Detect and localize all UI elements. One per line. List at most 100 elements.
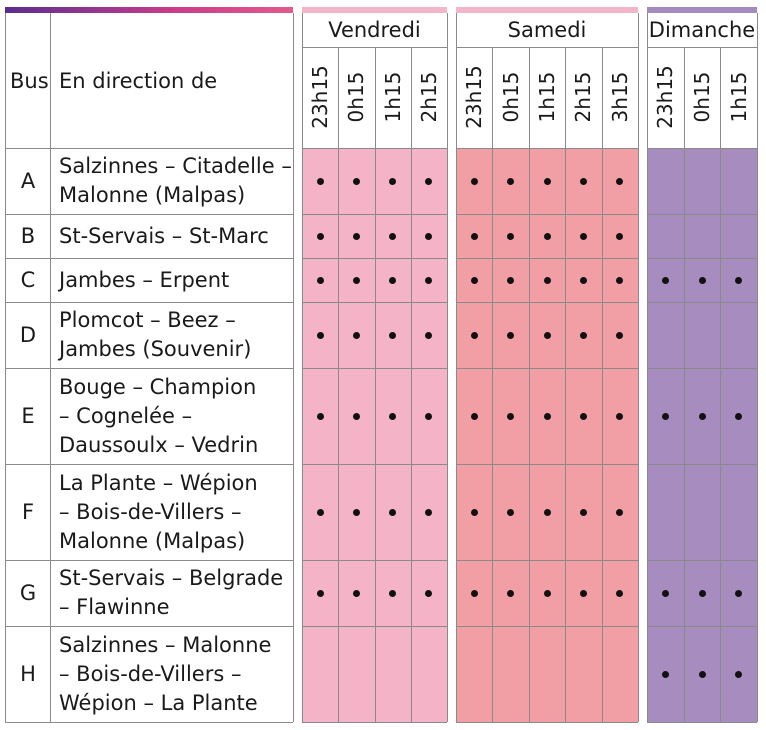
samedi-bar [456,7,638,13]
grid-line-h [456,626,638,627]
bus-letter: F [21,500,35,524]
time-header: 23h15 [462,65,487,129]
bus-column-header: Bus [10,69,49,93]
service-dot [543,508,551,516]
bus-letter: B [20,224,36,248]
service-dot [661,589,669,597]
direction-text: St-Servais – Belgrade [59,566,284,590]
time-header: 0h15 [690,71,714,123]
service-dot [316,589,324,597]
service-dot [316,177,324,185]
service-dot [507,232,515,240]
service-dot [352,177,360,185]
direction-text: Salzinnes – Malonne [59,632,272,657]
direction-text: Jambes – Erpent [59,267,230,292]
grid-line-h [5,464,293,465]
service-dot [389,412,397,420]
service-dot [470,177,478,185]
service-dot [735,412,743,420]
grid-line-v [5,13,6,722]
grid-line-h [456,560,638,561]
service-dot [735,670,743,678]
service-dot [316,331,324,339]
service-dot [425,276,433,284]
service-dot [543,177,551,185]
service-dot [470,276,478,284]
service-dot [389,276,397,284]
grid-line-h [5,148,293,149]
service-dot [425,331,433,339]
grid-line-h [647,560,757,561]
grid-line-h [647,368,757,369]
service-dot [698,412,706,420]
grid-line-h [5,368,293,369]
grid-line-h [456,722,638,723]
grid-line-v [374,47,376,722]
service-dot [470,589,478,597]
service-dot [470,412,478,420]
direction-text: – Flawinne [59,595,170,619]
service-dot [507,331,515,339]
service-dot [616,412,624,420]
grid-line-v [447,13,448,722]
service-dot [389,232,397,240]
service-dot [470,331,478,339]
service-dot [543,232,551,240]
service-dot [389,508,397,516]
service-dot [425,412,433,420]
direction-text: St-Servais – St-Marc [59,223,269,248]
service-dot [470,232,478,240]
grid-line-h [5,302,293,303]
time-header: 1h15 [726,71,751,123]
direction-text: Jambes (Souvenir) [59,337,252,361]
service-dot [661,412,669,420]
grid-line-v [565,47,567,722]
day-header-samedi: Samedi [507,18,587,42]
service-dot [616,331,624,339]
direction-text: – Bois-de-Villers – [59,499,242,524]
time-header: 23h15 [308,65,333,129]
service-dot [352,589,360,597]
service-dot [389,331,397,339]
bus-letter: D [19,323,37,347]
bus-letter: E [21,404,35,428]
service-dot [616,177,624,185]
service-dot [543,331,551,339]
service-dot [579,232,587,240]
service-dot [698,276,706,284]
service-dot [470,508,478,516]
direction-text: – Bois-de-Villers – [59,661,242,686]
grid-line-h [456,464,638,465]
time-header: 2h15 [571,71,596,123]
service-dot [661,670,669,678]
grid-line-v [302,13,303,722]
grid-line-v [638,13,639,722]
bus-letter: C [20,268,36,292]
service-dot [579,331,587,339]
grid-line-v [456,13,457,722]
service-dot [352,508,360,516]
service-dot [616,589,624,597]
service-dot [425,508,433,516]
service-dot [735,276,743,284]
service-dot [735,589,743,597]
grid-line-v [528,47,530,722]
dimanche-bar [647,7,757,13]
grid-line-h [647,148,757,149]
grid-line-h [5,722,293,723]
service-dot [579,589,587,597]
grid-line-v [50,13,51,722]
grid-line-v [683,47,685,722]
service-dot [507,412,515,420]
time-header: 3h15 [607,71,632,123]
time-header: 23h15 [653,65,678,129]
grid-line-v [293,13,294,722]
grid-line-h [456,258,638,259]
service-dot [425,232,433,240]
service-dot [698,589,706,597]
grid-line-v [757,13,758,722]
service-dot [316,508,324,516]
direction-text: Bouge – Champion [59,374,257,399]
service-dot [579,177,587,185]
grid-line-h [456,214,638,215]
